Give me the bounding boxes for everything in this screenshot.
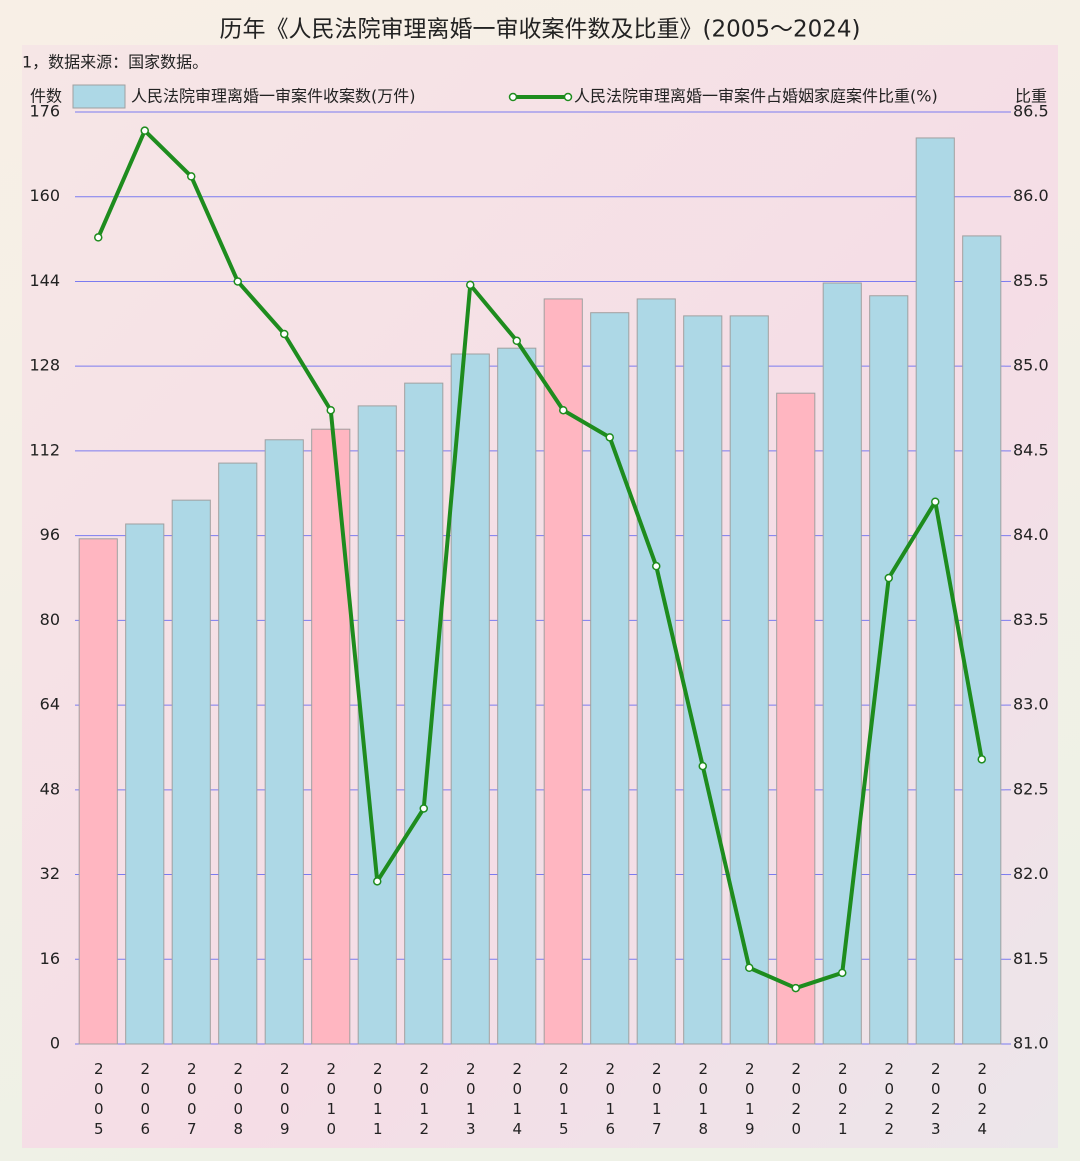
bar xyxy=(218,462,258,1045)
x-tick-label: 2014 xyxy=(508,1060,526,1140)
line-marker xyxy=(512,336,521,346)
y2-tick-label: 82.5 xyxy=(1013,779,1049,798)
y2-tick-label: 81.5 xyxy=(1013,949,1049,968)
x-tick-label: 2007 xyxy=(183,1060,201,1140)
bar xyxy=(404,382,444,1045)
legend-marker xyxy=(508,92,518,102)
line-marker xyxy=(466,280,475,290)
line-marker xyxy=(373,877,382,886)
y2-tick-label: 86.0 xyxy=(1013,186,1049,205)
x-tick-label: 2005 xyxy=(90,1060,108,1140)
y2-tick-label: 86.5 xyxy=(1013,102,1049,121)
line-marker xyxy=(605,433,614,442)
bar xyxy=(543,298,583,1045)
x-tick-label: 2019 xyxy=(741,1060,759,1140)
y-tick-label: 96 xyxy=(40,525,60,544)
x-tick-label: 2023 xyxy=(927,1060,945,1140)
y-tick-label: 112 xyxy=(29,440,60,459)
y2-axis-label: 比重 xyxy=(1015,87,1047,106)
legend-swatch xyxy=(72,84,126,109)
bar xyxy=(822,282,862,1045)
y-tick-label: 128 xyxy=(29,356,60,375)
x-tick-label: 2020 xyxy=(787,1060,805,1140)
legend-label: 人民法院审理离婚一审案件占婚姻家庭案件比重(%) xyxy=(574,87,938,106)
line-marker xyxy=(233,277,242,286)
y2-tick-label: 83.5 xyxy=(1013,610,1049,629)
y2-tick-label: 83.0 xyxy=(1013,695,1049,714)
line-marker xyxy=(931,497,940,506)
x-tick-label: 2015 xyxy=(555,1060,573,1140)
y-tick-label: 64 xyxy=(40,695,60,714)
line-marker xyxy=(94,233,103,242)
x-tick-label: 2008 xyxy=(229,1060,247,1140)
bar xyxy=(78,538,118,1045)
y-tick-label: 0 xyxy=(50,1034,60,1053)
x-tick-label: 2012 xyxy=(415,1060,433,1140)
x-tick-label: 2009 xyxy=(276,1060,294,1140)
line-marker xyxy=(884,573,893,583)
bar xyxy=(264,439,304,1045)
bar xyxy=(869,295,909,1045)
y-tick-label: 80 xyxy=(40,610,60,629)
y2-tick-label: 85.5 xyxy=(1013,271,1049,290)
y-tick-label: 32 xyxy=(40,864,60,883)
bar xyxy=(636,298,676,1045)
line-marker xyxy=(187,172,196,181)
line-marker xyxy=(280,329,289,339)
line-marker xyxy=(652,561,661,571)
y2-tick-label: 84.5 xyxy=(1013,440,1049,459)
y-tick-label: 16 xyxy=(40,949,60,968)
y-axis-label: 件数 xyxy=(30,87,62,106)
bar xyxy=(311,428,351,1045)
x-tick-label: 2010 xyxy=(322,1060,340,1140)
line-marker xyxy=(977,755,986,764)
x-tick-label: 2006 xyxy=(136,1060,154,1140)
line-marker xyxy=(419,804,428,813)
line-marker xyxy=(838,968,847,978)
x-tick-label: 2017 xyxy=(648,1060,666,1140)
bar xyxy=(125,523,165,1045)
x-tick-label: 2011 xyxy=(369,1060,387,1140)
legend-marker xyxy=(563,92,573,102)
bar xyxy=(683,315,723,1045)
legend-label: 人民法院审理离婚一审案件收案数(万件) xyxy=(131,87,416,106)
y2-tick-label: 85.0 xyxy=(1013,356,1049,375)
bar xyxy=(729,315,769,1045)
y2-tick-label: 82.0 xyxy=(1013,864,1049,883)
line-marker xyxy=(326,405,335,415)
y2-tick-label: 84.0 xyxy=(1013,525,1049,544)
bar xyxy=(497,347,537,1045)
x-tick-label: 2024 xyxy=(973,1060,991,1140)
bar xyxy=(776,392,816,1045)
bar xyxy=(915,137,955,1045)
note: 1，数据来源：国家数据。 xyxy=(22,53,208,72)
y-tick-label: 144 xyxy=(29,271,60,290)
x-tick-label: 2018 xyxy=(694,1060,712,1140)
x-tick-label: 2013 xyxy=(462,1060,480,1140)
x-tick-label: 2021 xyxy=(834,1060,852,1140)
line-marker xyxy=(698,761,707,771)
y-tick-label: 160 xyxy=(29,186,60,205)
line-marker xyxy=(140,126,149,135)
bar xyxy=(171,499,211,1045)
line-marker xyxy=(559,405,568,415)
y2-tick-label: 81.0 xyxy=(1013,1034,1049,1053)
y-tick-label: 48 xyxy=(40,779,60,798)
bar xyxy=(450,353,490,1045)
bar xyxy=(962,235,1002,1045)
chart-title: 历年《人民法院审理离婚一审收案件数及比重》(2005～2024) xyxy=(219,17,860,43)
y-tick-label: 176 xyxy=(29,102,60,121)
bar xyxy=(590,312,630,1045)
bar xyxy=(357,405,397,1045)
x-tick-label: 2022 xyxy=(880,1060,898,1140)
line xyxy=(96,128,984,991)
line-marker xyxy=(791,983,800,993)
x-tick-label: 2016 xyxy=(601,1060,619,1140)
line-marker xyxy=(745,963,754,972)
